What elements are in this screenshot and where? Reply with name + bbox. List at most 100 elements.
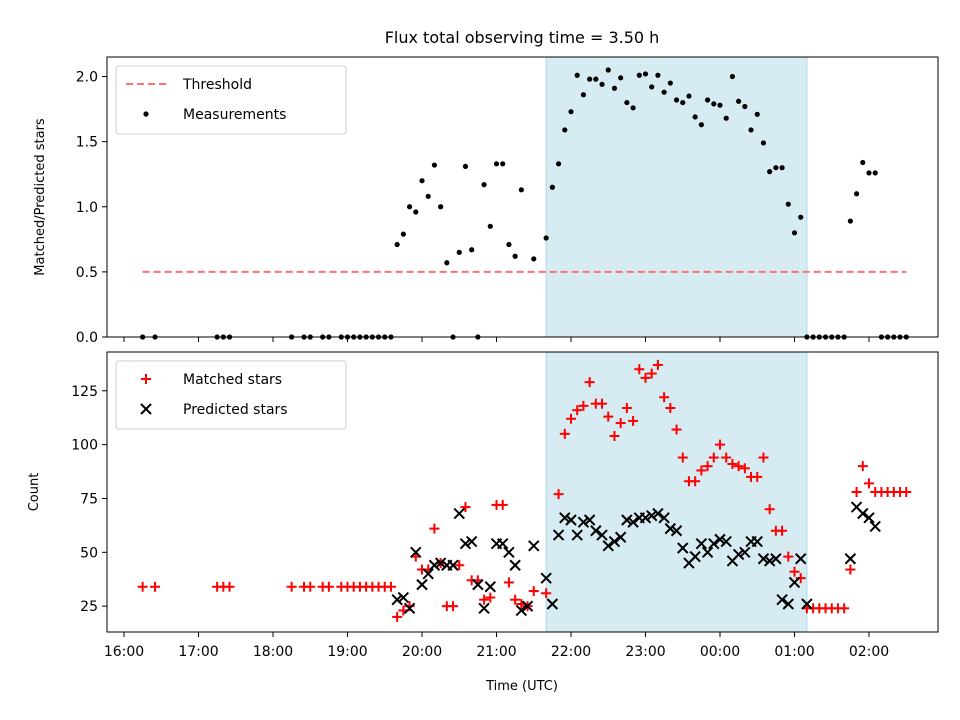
x-b xyxy=(472,578,484,591)
data-point xyxy=(760,140,767,146)
data-point-plus xyxy=(659,392,670,403)
data-point-plus xyxy=(665,403,676,413)
data-point-plus xyxy=(528,586,539,597)
data-point-x xyxy=(503,546,515,559)
data-point xyxy=(574,72,580,78)
data-point-plus xyxy=(839,603,850,614)
data-point-plus xyxy=(479,594,490,605)
data-point-plus xyxy=(572,405,583,416)
x-b xyxy=(403,602,416,615)
data-point-x xyxy=(664,522,677,535)
data-point xyxy=(444,260,450,266)
legend-swatch-x xyxy=(140,403,152,415)
legend-box xyxy=(115,65,347,135)
data-point xyxy=(611,85,618,91)
data-point-plus xyxy=(553,489,564,500)
data-point-x xyxy=(658,512,670,524)
data-point xyxy=(493,161,500,167)
data-point xyxy=(680,99,686,106)
data-point-x xyxy=(670,525,683,537)
data-point-x xyxy=(596,529,608,541)
data-point-plus xyxy=(715,439,725,450)
data-point-x xyxy=(763,555,776,567)
data-point-x xyxy=(478,602,490,615)
x-b xyxy=(453,507,465,520)
data-point xyxy=(413,209,419,215)
bottom-panel-counts: 25 50 75 100 125 16:00 17:00 18:00 19:00 20:00 21:… xyxy=(71,351,939,660)
data-point-x xyxy=(689,550,701,563)
x-b xyxy=(776,593,788,606)
data-point-plus xyxy=(137,581,148,592)
data-point-x xyxy=(571,529,583,541)
data-point-x xyxy=(869,520,881,533)
data-point-plus xyxy=(733,461,744,472)
x-b xyxy=(795,553,807,565)
data-point-plus xyxy=(696,465,707,476)
data-point xyxy=(649,84,655,90)
x-b xyxy=(695,537,708,550)
data-point xyxy=(729,73,736,80)
data-point-plus xyxy=(752,471,763,482)
data-point-plus xyxy=(497,499,508,510)
x-b xyxy=(844,553,857,565)
highlight-span xyxy=(545,56,808,338)
data-point-x xyxy=(757,553,770,565)
data-point-x xyxy=(708,537,720,550)
data-point-x xyxy=(844,553,857,565)
data-point-plus xyxy=(789,566,800,577)
data-point-x xyxy=(391,593,403,606)
series-matched-stars xyxy=(137,359,912,622)
x-b xyxy=(782,598,794,610)
data-point-x xyxy=(788,576,801,589)
data-point-plus xyxy=(448,601,459,612)
data-point xyxy=(630,105,636,111)
data-point-plus xyxy=(857,461,868,472)
data-point-plus xyxy=(541,588,552,599)
x-tick-label: 19:00 xyxy=(327,644,367,660)
data-point-plus xyxy=(901,487,912,497)
x-b xyxy=(677,542,689,554)
x-tick-label: 21:00 xyxy=(476,644,516,660)
x-b xyxy=(701,546,714,559)
x-b xyxy=(714,533,726,546)
x-b xyxy=(652,507,664,520)
data-point-plus xyxy=(646,368,657,379)
y-tick-label: 25 xyxy=(80,599,98,615)
x-b xyxy=(583,514,596,526)
data-point xyxy=(456,249,462,255)
data-point-plus xyxy=(640,372,651,383)
x-tick-label: 18:00 xyxy=(253,644,293,660)
x-b xyxy=(416,578,428,591)
x-b xyxy=(602,540,614,552)
x-b xyxy=(397,591,410,604)
data-point xyxy=(673,97,680,103)
data-point xyxy=(711,101,717,107)
y-tick-label: 125 xyxy=(71,384,98,400)
data-point-plus xyxy=(690,476,701,487)
data-point-x xyxy=(528,540,540,552)
data-point-plus xyxy=(392,611,403,622)
data-point xyxy=(568,109,574,115)
legend-label: Matched stars xyxy=(183,372,282,388)
data-point-x xyxy=(546,598,559,610)
data-point xyxy=(593,76,599,82)
x-tick-label: 01:00 xyxy=(774,644,814,660)
x-b xyxy=(801,598,813,610)
top-y-axis-label: Matched/Predicted stars xyxy=(33,118,48,276)
highlight-span xyxy=(545,351,808,633)
data-point-x xyxy=(583,514,596,526)
x-b xyxy=(478,602,490,615)
legend-box xyxy=(115,360,347,430)
x-b xyxy=(708,537,720,550)
data-point-x xyxy=(447,559,459,571)
x-b xyxy=(670,525,683,537)
data-point-plus xyxy=(305,581,316,592)
data-point-x xyxy=(465,535,478,548)
data-point xyxy=(798,214,804,220)
data-point xyxy=(767,169,773,175)
x-b xyxy=(434,557,447,569)
legend-label: Threshold xyxy=(182,77,252,93)
data-point xyxy=(655,72,661,78)
data-point-plus xyxy=(671,424,682,435)
data-point xyxy=(698,122,704,128)
